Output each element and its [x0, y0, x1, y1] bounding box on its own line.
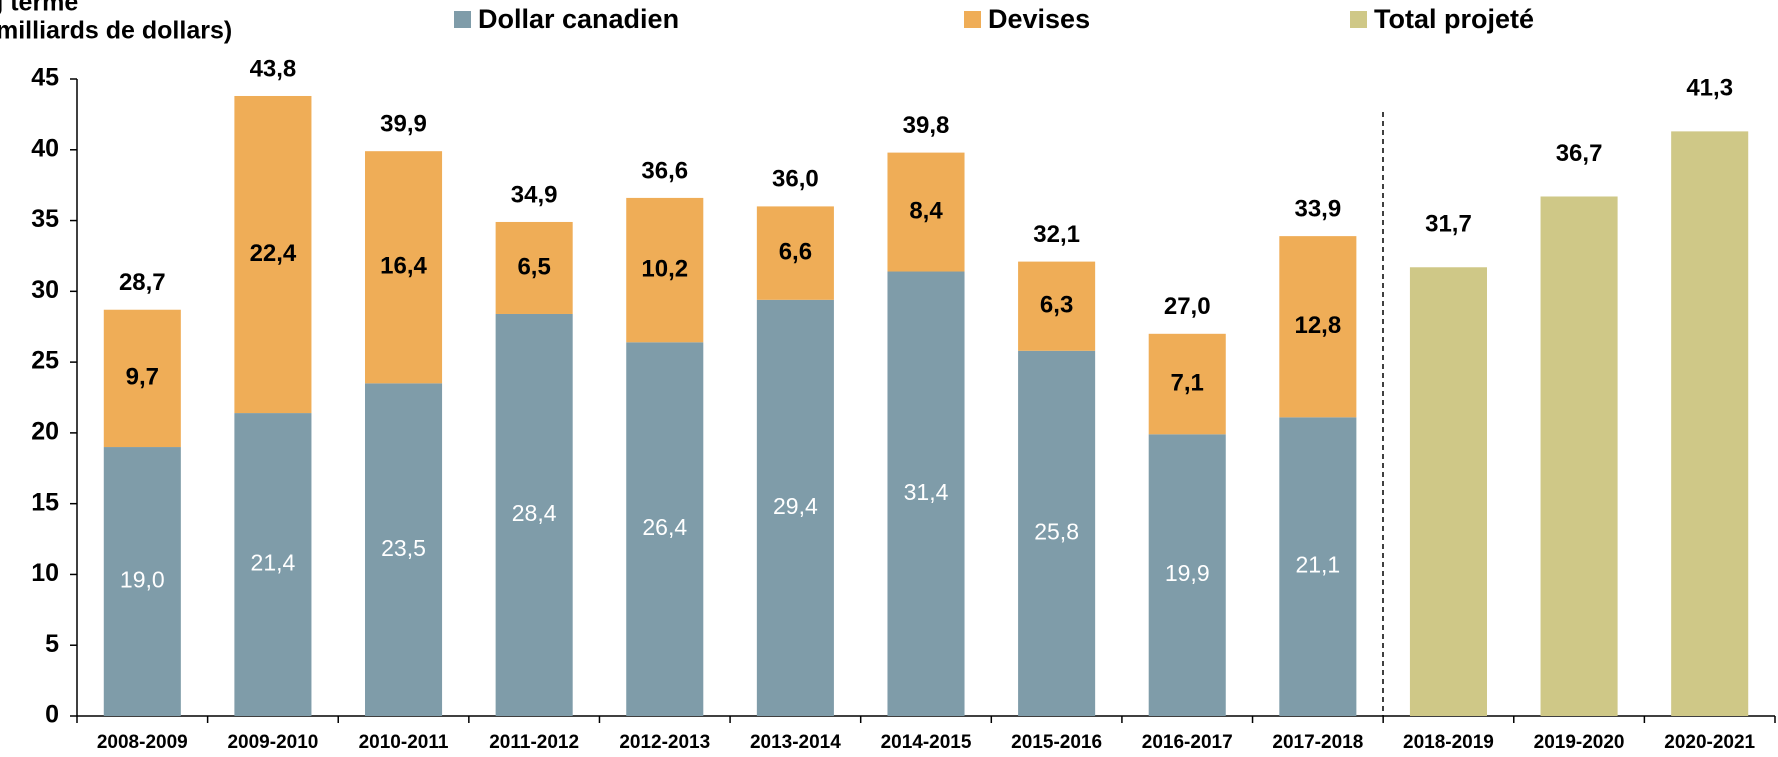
y-tick-label: 5 — [45, 630, 59, 658]
y-axis-title: g terme — [0, 0, 78, 17]
x-tick-label: 2019-2020 — [1534, 732, 1625, 753]
total-label: 39,8 — [903, 112, 950, 139]
bar-segment — [756, 206, 834, 300]
bar-segment — [1279, 236, 1357, 418]
y-tick-label: 15 — [31, 488, 59, 516]
x-tick-label: 2014-2015 — [881, 732, 972, 753]
y-tick-label: 35 — [31, 205, 59, 233]
bar-segment — [495, 313, 573, 716]
value-label: 6,6 — [779, 238, 812, 265]
value-label: 31,7 — [1425, 211, 1472, 238]
total-label: 27,0 — [1164, 293, 1211, 320]
bar-segment — [365, 151, 443, 384]
value-label: 8,4 — [909, 197, 943, 224]
legend-label: Devises — [988, 4, 1090, 34]
value-label: 19,0 — [120, 567, 165, 593]
bar-segment — [495, 221, 573, 314]
y-tick-label: 0 — [45, 701, 59, 729]
x-tick-label: 2018-2019 — [1403, 732, 1494, 753]
total-label: 39,9 — [380, 111, 427, 138]
bar-segment — [1279, 417, 1357, 716]
x-tick-label: 2015-2016 — [1011, 732, 1102, 753]
x-tick-label: 2017-2018 — [1272, 732, 1363, 753]
y-tick-label: 25 — [31, 347, 59, 375]
value-label: 21,1 — [1295, 552, 1340, 578]
bar-segment — [1148, 333, 1226, 435]
value-label: 10,2 — [641, 255, 688, 282]
value-label: 31,4 — [904, 479, 949, 505]
value-label: 7,1 — [1171, 369, 1204, 396]
x-tick-label: 2009-2010 — [227, 732, 318, 753]
y-tick-label: 40 — [31, 134, 59, 162]
x-tick-label: 2016-2017 — [1142, 732, 1233, 753]
bar-segment — [1409, 267, 1487, 716]
x-tick-label: 2020-2021 — [1664, 732, 1755, 753]
bar-segment — [365, 383, 443, 716]
total-label: 33,9 — [1294, 195, 1341, 222]
value-label: 9,7 — [126, 364, 159, 391]
value-label: 25,8 — [1034, 518, 1079, 544]
value-label: 16,4 — [380, 253, 427, 280]
value-label: 6,3 — [1040, 292, 1073, 319]
bar-segment — [234, 413, 312, 716]
value-label: 19,9 — [1165, 560, 1210, 586]
y-tick-label: 30 — [31, 276, 59, 304]
bar-segment — [1018, 261, 1096, 351]
bar-segment — [103, 447, 181, 716]
y-axis-title: milliards de dollars) — [0, 17, 232, 45]
total-label: 34,9 — [511, 181, 558, 208]
legend-swatch — [964, 11, 981, 28]
value-label: 26,4 — [642, 514, 687, 540]
total-label: 36,6 — [641, 157, 688, 184]
total-label: 43,8 — [250, 55, 297, 82]
y-tick-label: 45 — [31, 64, 59, 92]
bar-segment — [1671, 131, 1749, 716]
bar-segment — [887, 271, 965, 716]
legend-swatch — [1350, 11, 1367, 28]
x-tick-label: 2011-2012 — [489, 732, 579, 753]
bar-segment — [1018, 350, 1096, 716]
value-label: 6,5 — [517, 253, 550, 280]
bar-segment — [1148, 434, 1226, 716]
x-tick-label: 2008-2009 — [97, 732, 188, 753]
value-label: 36,7 — [1556, 140, 1603, 167]
legend-label: Total projeté — [1374, 4, 1534, 34]
value-label: 41,3 — [1686, 75, 1733, 102]
y-tick-label: 20 — [31, 417, 59, 445]
value-label: 29,4 — [773, 493, 818, 519]
y-tick-label: 10 — [31, 559, 59, 587]
value-label: 22,4 — [250, 240, 297, 267]
x-tick-label: 2013-2014 — [750, 732, 841, 753]
bar-segment — [103, 309, 181, 448]
bar-segment — [234, 95, 312, 414]
legend-swatch — [454, 11, 471, 28]
bar-segment — [1540, 196, 1618, 717]
total-label: 28,7 — [119, 269, 166, 296]
x-tick-label: 2010-2011 — [359, 732, 449, 753]
value-label: 21,4 — [251, 550, 296, 576]
value-label: 12,8 — [1294, 312, 1341, 339]
bar-segment — [887, 152, 965, 272]
total-label: 36,0 — [772, 166, 819, 193]
total-label: 32,1 — [1033, 221, 1080, 248]
value-label: 28,4 — [512, 500, 557, 526]
bar-segment — [626, 342, 704, 716]
legend-label: Dollar canadien — [478, 4, 679, 34]
bar-segment — [756, 299, 834, 716]
x-tick-label: 2012-2013 — [619, 732, 710, 753]
value-label: 23,5 — [381, 535, 426, 561]
bar-segment — [626, 197, 704, 343]
